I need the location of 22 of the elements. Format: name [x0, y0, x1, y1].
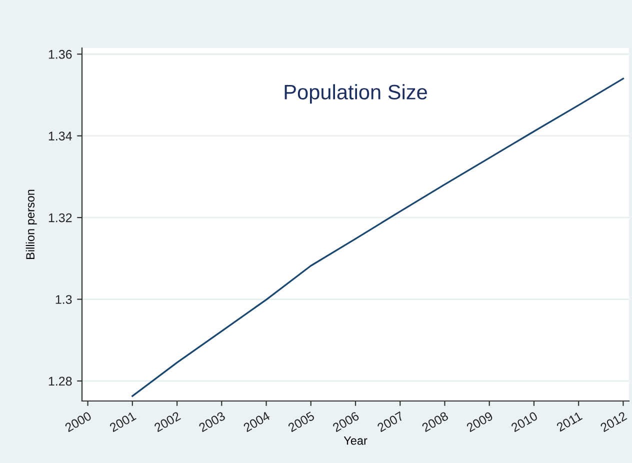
x-tick-label: 2002	[154, 411, 182, 432]
x-tick-label: 2009	[466, 411, 494, 432]
y-axis-title: Billion person	[26, 190, 37, 259]
y-tick-label: 1.28	[48, 376, 72, 386]
x-tick-label: 2006	[332, 411, 360, 432]
x-tick-label: 2010	[510, 411, 538, 432]
x-axis-title: Year	[344, 436, 368, 445]
y-tick-label: 1.3	[56, 295, 72, 304]
text: Population Size	[284, 84, 427, 104]
x-tick-label: 2005	[288, 411, 316, 432]
y-tick-label: 1.36	[48, 50, 72, 59]
y-tick-label: 1.32	[48, 213, 72, 222]
y-tick-label: 1.34	[48, 132, 72, 140]
x-tick-label: 2001	[109, 411, 136, 432]
x-tick-label: 2012	[600, 411, 628, 432]
x-tick-label: 2004	[242, 411, 271, 432]
line-series	[132, 78, 624, 397]
x-tick-label: 2000	[64, 411, 92, 432]
x-tick-label: 2003	[198, 411, 226, 432]
x-tick-label: 2011	[556, 411, 583, 432]
x-tick-label: 2008	[421, 411, 449, 432]
x-tick-label: 2007	[376, 411, 404, 432]
